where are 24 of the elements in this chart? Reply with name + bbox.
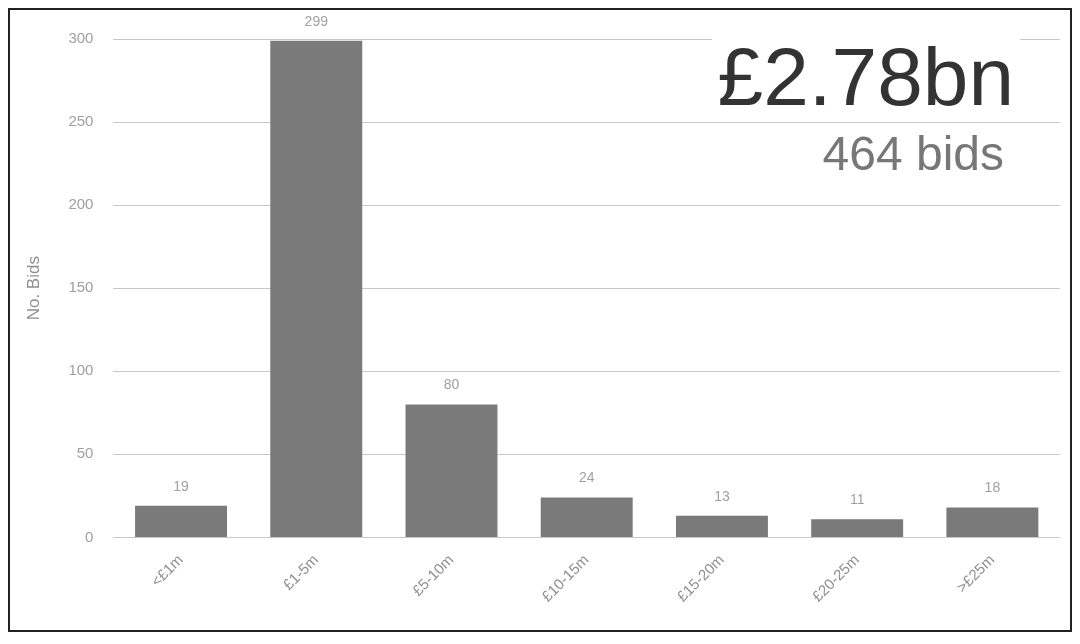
data-label: 24 [578,469,595,486]
bar [135,505,228,537]
y-axis-title: No. Bids [23,256,43,321]
data-label: 13 [714,487,730,504]
data-label: 11 [849,490,865,507]
bar [811,519,904,537]
data-label: 299 [304,12,329,29]
data-label: 19 [173,477,190,494]
data-label: 18 [984,479,1001,496]
bar [540,497,633,537]
data-label: 80 [443,376,460,393]
y-tick-label: 250 [68,112,94,130]
annotation: 464 bids [816,127,1010,181]
bar [946,507,1039,537]
bar [270,40,363,537]
y-tick-label: 50 [76,444,94,462]
y-tick-label: 300 [68,29,94,47]
y-tick-label: 200 [68,195,94,213]
y-tick-label: 100 [68,361,94,379]
bar [405,404,498,537]
y-tick-label: 150 [68,278,94,296]
y-tick-label: 0 [85,527,94,545]
annotation: £2.78bn [711,31,1020,123]
bar [675,515,768,537]
